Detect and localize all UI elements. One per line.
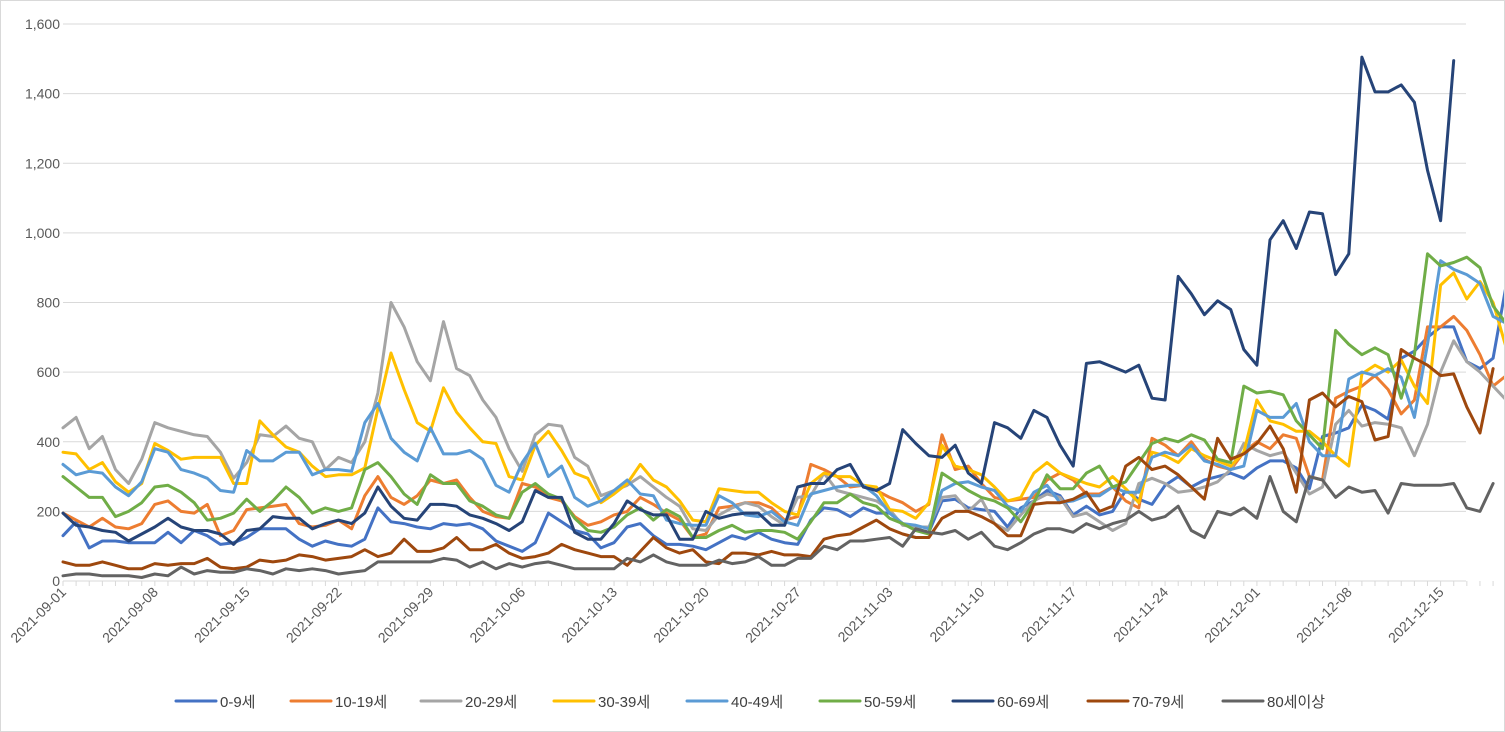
series-line-4 <box>61 271 1504 524</box>
legend-label: 0-9세 <box>220 694 255 711</box>
legend-label: 80세이상 <box>1267 694 1325 711</box>
x-tick-label: 2021-09-15 <box>191 584 253 646</box>
y-tick-label: 1,400 <box>25 86 60 102</box>
axes <box>62 580 1494 586</box>
x-tick-labels: 2021-09-01 2021-09-08 2021-09-15 2021-09-22… <box>7 584 1447 646</box>
series-line-9 <box>61 475 1495 579</box>
series-line-2 <box>61 314 1504 539</box>
series-line-5 <box>61 259 1504 531</box>
legend-item: 50-59세 <box>818 694 916 711</box>
series-lines <box>61 55 1504 579</box>
legend-label: 40-49세 <box>731 694 783 711</box>
x-tick-label: 2021-12-15 <box>1385 584 1447 646</box>
x-tick-label: 2021-11-17 <box>1018 584 1079 645</box>
x-tick-label: 2021-12-08 <box>1293 584 1355 646</box>
x-tick-label: 2021-11-10 <box>926 584 987 645</box>
x-tick-label: 2021-09-01 <box>7 584 69 646</box>
legend-item: 80세이상 <box>1221 694 1325 711</box>
gridlines <box>63 23 1466 512</box>
x-tick-label: 2021-10-13 <box>558 584 620 646</box>
legend-label: 10-19세 <box>335 694 387 711</box>
x-tick-label: 2021-10-06 <box>466 584 528 646</box>
series-line-6 <box>61 252 1504 541</box>
legend-item: 20-29세 <box>419 694 517 711</box>
legend-item: 0-9세 <box>174 694 255 711</box>
y-tick-labels: 0 200 400 600 800 1,000 1,200 1,400 1,600 <box>25 16 60 589</box>
legend-label: 50-59세 <box>864 694 916 711</box>
y-tick-label: 1,000 <box>25 225 60 241</box>
legend-label: 70-79세 <box>1132 694 1184 711</box>
series-line-1 <box>61 288 1504 553</box>
series-line-8 <box>61 348 1495 571</box>
legend: 0-9세 10-19세 20-29세 30-39세 40-49세 50-59세 60-69세… <box>174 694 1325 711</box>
legend-label: 30-39세 <box>598 694 650 711</box>
series-line-7 <box>61 55 1456 546</box>
legend-item: 30-39세 <box>552 694 650 711</box>
x-tick-label: 2021-11-24 <box>1110 584 1171 645</box>
y-tick-label: 1,200 <box>25 155 60 171</box>
x-tick-label: 2021-09-29 <box>375 584 437 646</box>
y-tick-label: 400 <box>37 434 61 450</box>
legend-item: 40-49세 <box>685 694 783 711</box>
x-tick-label: 2021-09-22 <box>283 584 345 646</box>
x-tick-label: 2021-10-27 <box>742 584 804 646</box>
x-tick-label: 2021-10-20 <box>650 584 712 646</box>
y-tick-label: 1,600 <box>25 16 60 32</box>
y-tick-label: 200 <box>37 503 61 519</box>
legend-item: 10-19세 <box>289 694 387 711</box>
legend-item: 70-79세 <box>1086 694 1184 711</box>
y-tick-label: 0 <box>52 573 60 589</box>
legend-label: 20-29세 <box>465 694 517 711</box>
x-tick-label: 2021-12-01 <box>1201 584 1263 646</box>
y-tick-label: 800 <box>37 295 61 311</box>
x-tick-label: 2021-11-03 <box>834 584 895 645</box>
legend-item: 60-69세 <box>951 694 1049 711</box>
x-tick-label: 2021-09-08 <box>99 584 161 646</box>
y-tick-label: 600 <box>37 364 61 380</box>
legend-label: 60-69세 <box>997 694 1049 711</box>
